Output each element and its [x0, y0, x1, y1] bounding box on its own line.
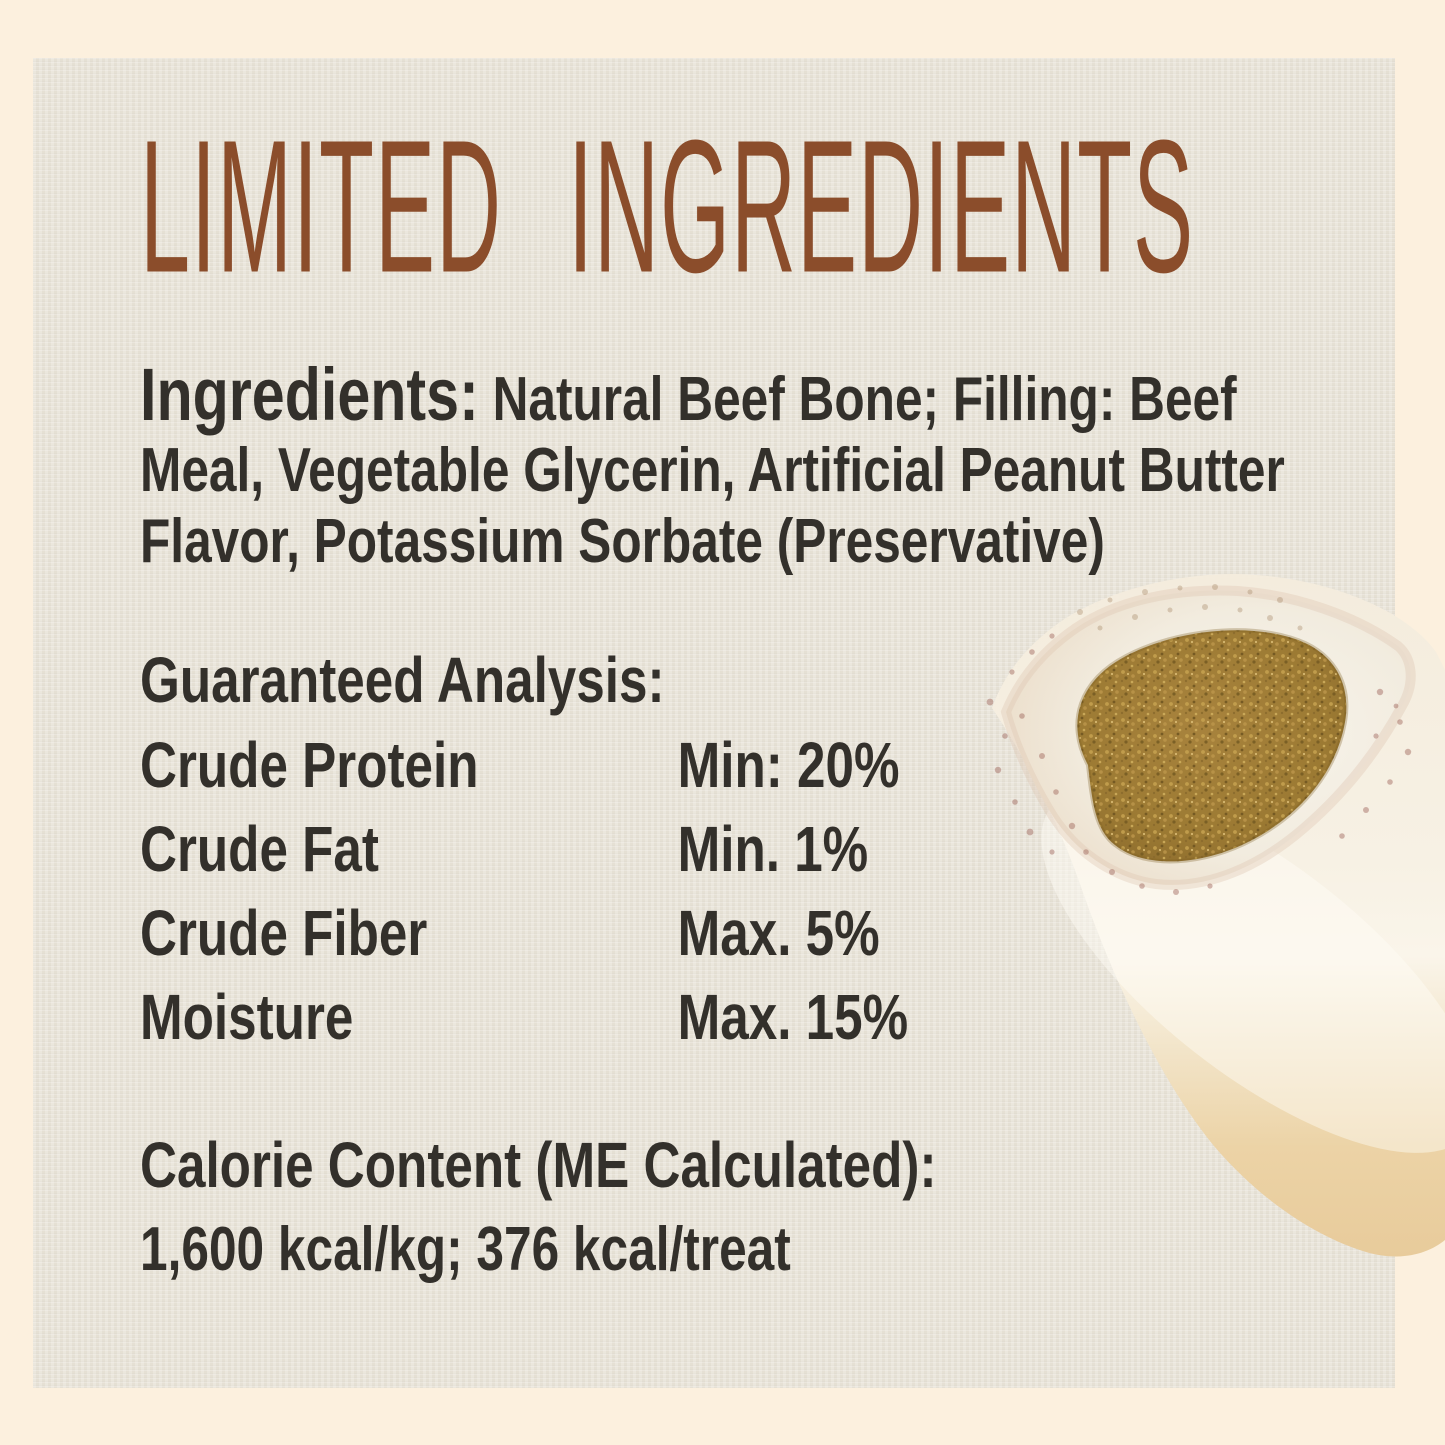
- table-row: Crude Fat Min. 1%: [140, 807, 1420, 891]
- filled-bone-photo: [986, 574, 1445, 1257]
- analysis-nutrient-label: Crude Fiber: [140, 897, 428, 969]
- guaranteed-analysis-heading: Guaranteed Analysis:: [140, 644, 665, 716]
- analysis-nutrient-value: Max. 15%: [677, 981, 909, 1053]
- table-row: Crude Protein Min: 20%: [140, 723, 1420, 807]
- analysis-nutrient-value: Min: 20%: [677, 729, 900, 801]
- analysis-nutrient-label: Crude Protein: [140, 729, 479, 801]
- table-row: Crude Fiber Max. 5%: [140, 891, 1420, 975]
- ingredients-paragraph: Ingredients: Natural Beef Bone; Filling:…: [140, 358, 1292, 577]
- ingredients-text: Natural Beef Bone; Filling: Beef Meal, V…: [140, 365, 1285, 576]
- calorie-content-value: 1,600 kcal/kg; 376 kcal/treat: [140, 1215, 791, 1284]
- label-text-column: Ingredients: Natural Beef Bone; Filling:…: [140, 358, 1420, 1285]
- guaranteed-analysis-table: Crude Protein Min: 20% Crude Fat Min. 1%…: [140, 723, 1420, 1059]
- table-row: Moisture Max. 15%: [140, 975, 1420, 1059]
- analysis-nutrient-label: Crude Fat: [140, 813, 379, 885]
- calorie-content-heading: Calorie Content (ME Calculated):: [140, 1129, 937, 1201]
- ingredients-label: Ingredients:: [140, 353, 479, 436]
- limited-ingredients-title: LIMITED INGREDIENTS: [140, 103, 1195, 314]
- analysis-nutrient-value: Min. 1%: [677, 813, 869, 885]
- analysis-nutrient-value: Max. 5%: [677, 897, 880, 969]
- analysis-nutrient-label: Moisture: [140, 981, 354, 1053]
